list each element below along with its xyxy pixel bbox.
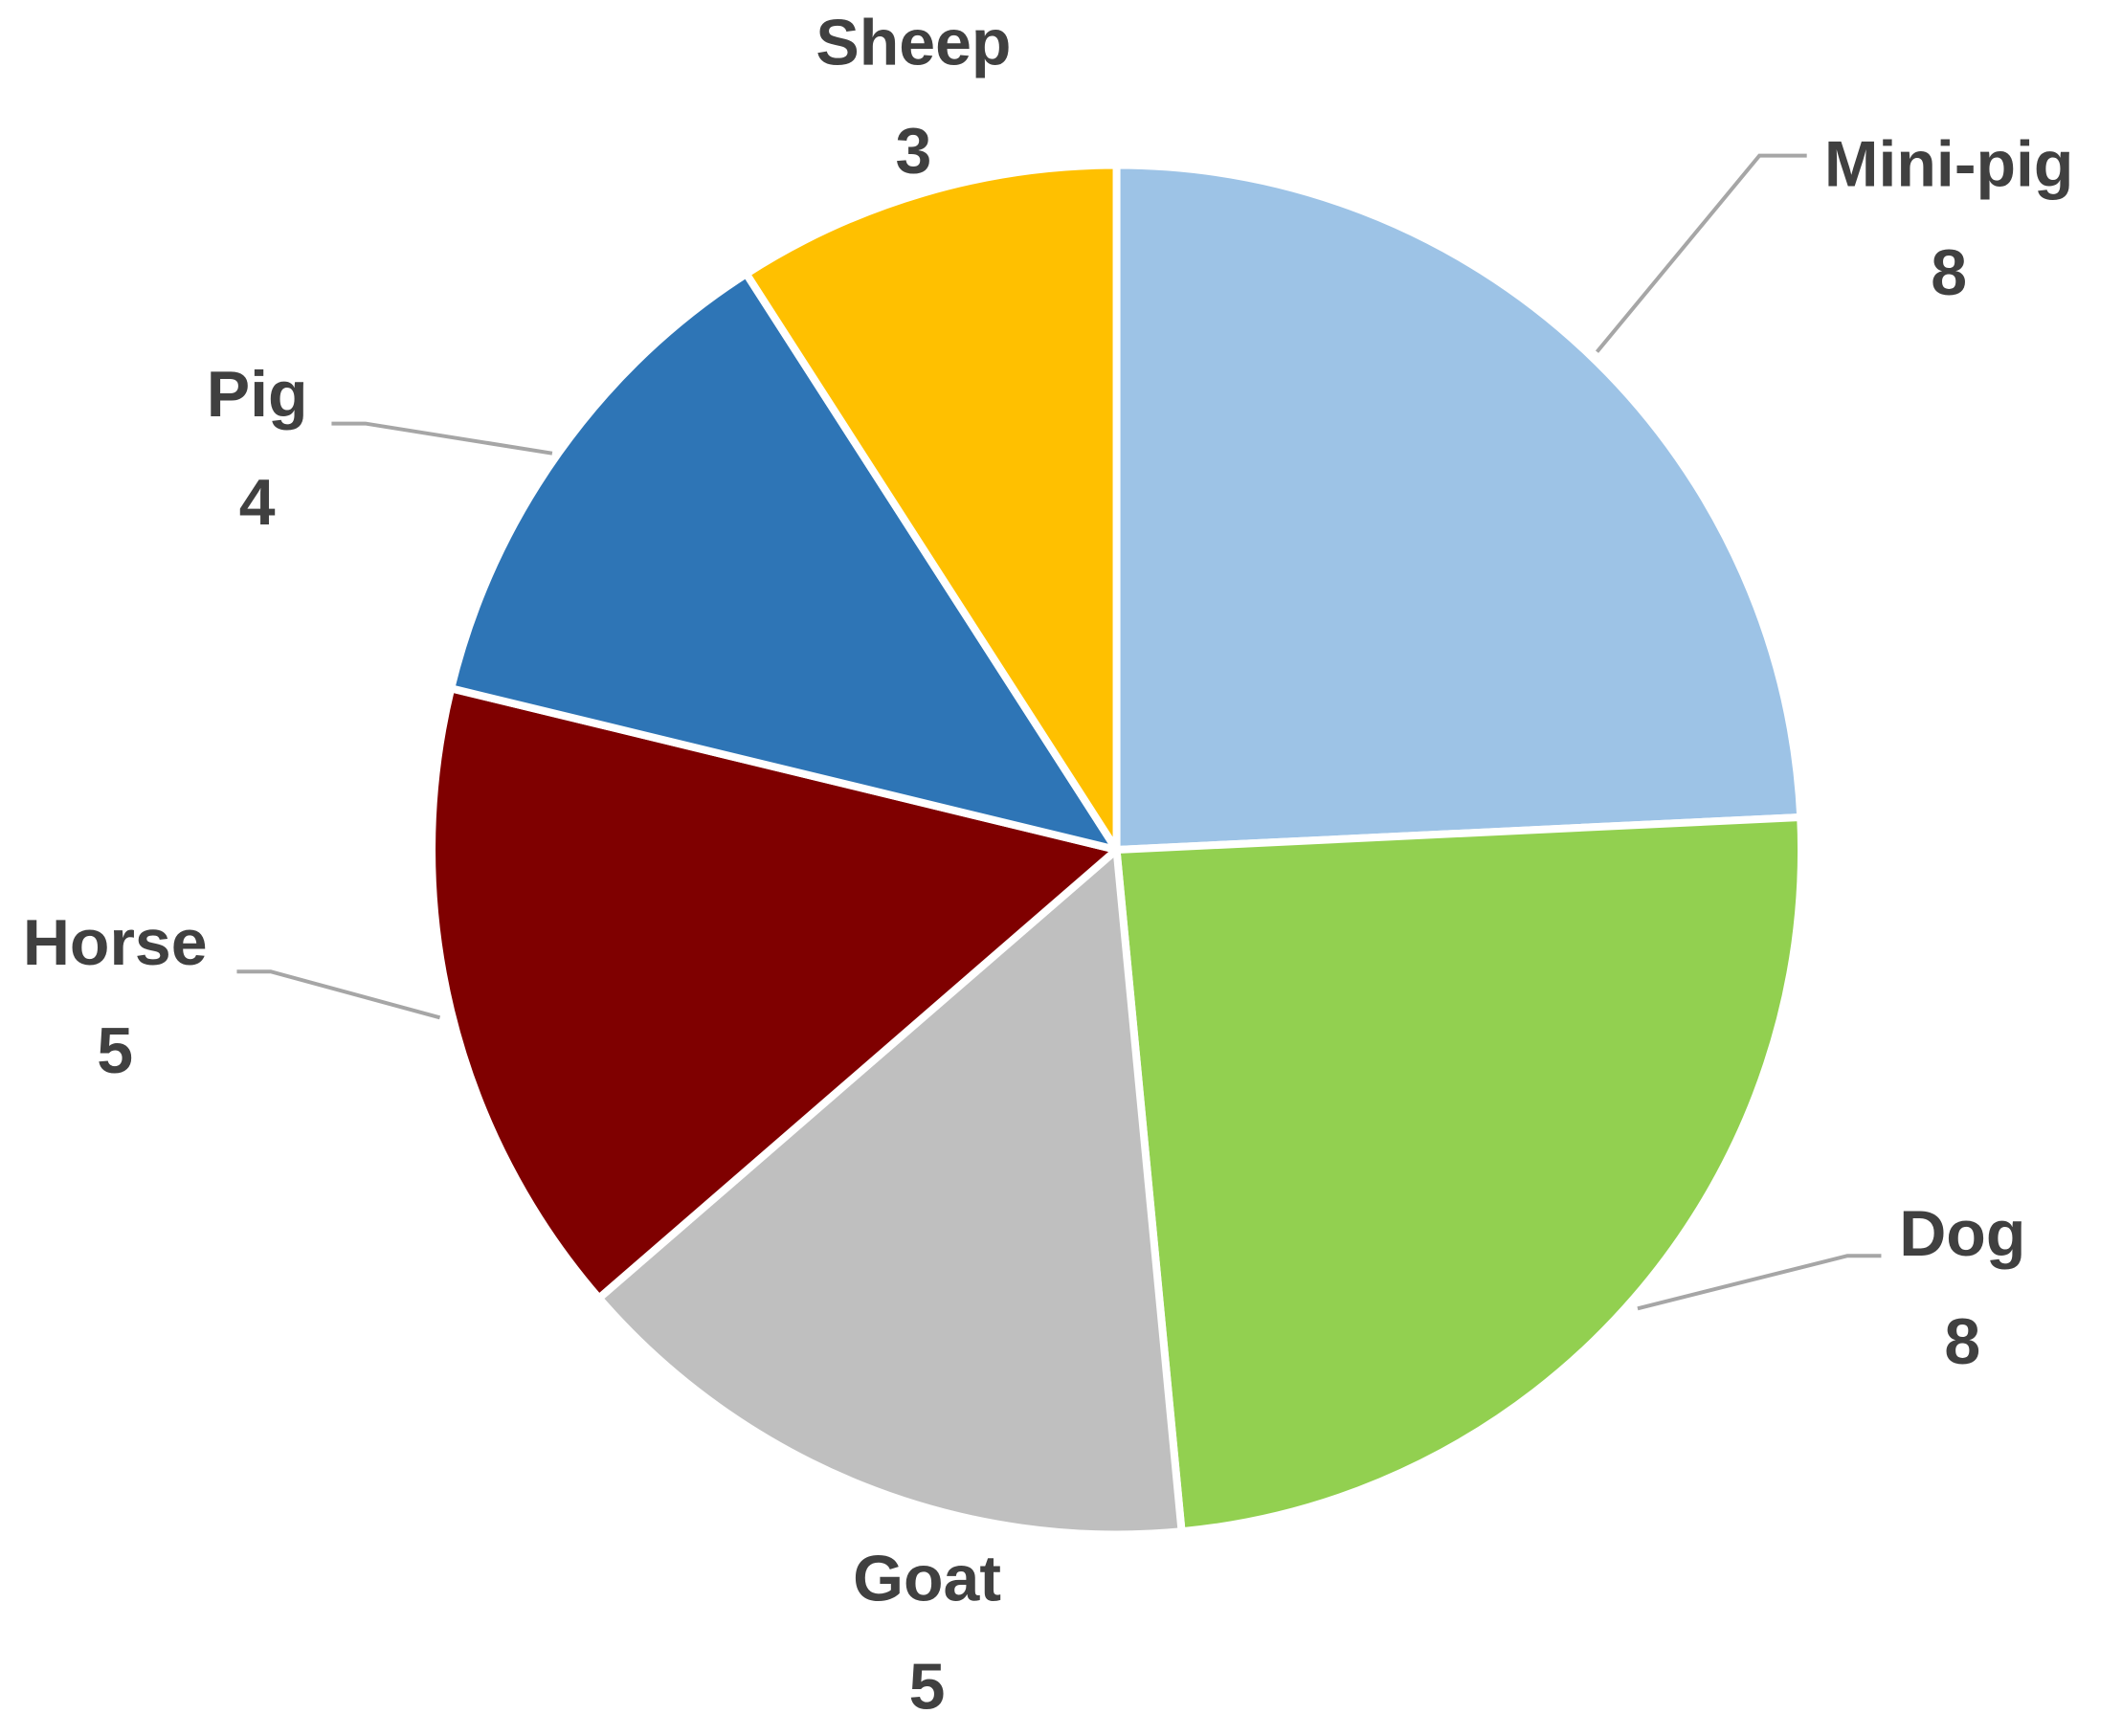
- slice-label: Dog: [1899, 1197, 2025, 1270]
- slice-label: Mini-pig: [1824, 128, 2074, 201]
- pie-slice: [428, 684, 1121, 1302]
- slice-label: Goat: [853, 1542, 1001, 1614]
- slice-label: Pig: [207, 358, 308, 431]
- pie-slice: [594, 845, 1186, 1539]
- slice-value: 5: [909, 1650, 946, 1723]
- pie-slice: [742, 161, 1121, 854]
- leader-line: [1595, 153, 1807, 353]
- slice-value: 8: [1931, 236, 1967, 309]
- pie-slice: [1112, 161, 1805, 854]
- slice-value: 3: [896, 115, 932, 188]
- slice-value: 5: [97, 1014, 133, 1087]
- slice-label: Horse: [23, 906, 208, 979]
- pie-slice: [1112, 812, 1805, 1536]
- pie-slice: [447, 270, 1121, 854]
- leader-line: [236, 969, 441, 1020]
- slice-label: Sheep: [815, 6, 1011, 78]
- leader-line: [331, 421, 553, 456]
- leader-line: [1637, 1254, 1882, 1311]
- slice-value: 4: [239, 466, 276, 539]
- slice-value: 8: [1944, 1305, 1980, 1378]
